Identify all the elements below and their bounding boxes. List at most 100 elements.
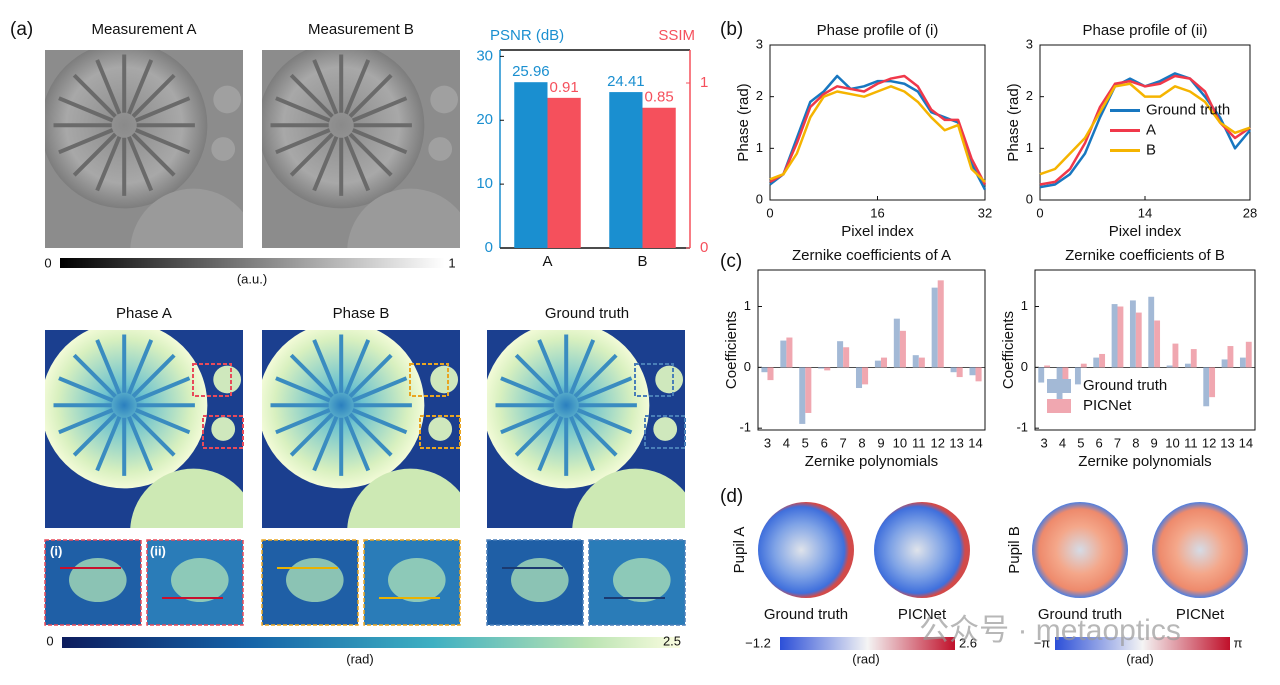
bar <box>950 367 957 373</box>
blob <box>428 137 453 161</box>
bar <box>786 337 793 368</box>
colorbar <box>780 637 955 650</box>
blob <box>211 417 236 441</box>
bar <box>969 367 976 376</box>
plot-frame <box>757 269 986 431</box>
panel-label: (c) <box>720 251 742 272</box>
x-tick-label: 4 <box>783 435 790 450</box>
image-content <box>45 50 243 248</box>
x-tick-label: 7 <box>1114 435 1121 450</box>
rosette-spoke <box>312 339 339 395</box>
x-tick-label: A <box>542 253 552 270</box>
bar <box>1239 357 1246 368</box>
pupil-label: Pupil B <box>1006 526 1023 574</box>
bar <box>1184 363 1191 368</box>
x-axis-label: Zernike polynomials <box>805 453 938 470</box>
rosette-spoke <box>134 96 191 123</box>
colorbar <box>60 258 445 268</box>
rosette-spoke <box>275 128 331 155</box>
y2-axis-title: SSIM <box>658 27 695 44</box>
panel-label: (b) <box>720 19 743 40</box>
rosette-spoke <box>569 339 596 395</box>
colorbar-min: 0 <box>46 633 53 648</box>
x-tick-label: 7 <box>840 435 847 450</box>
pupil-map <box>1152 502 1248 598</box>
rosette-spoke <box>348 132 393 177</box>
x-tick-label: B <box>637 253 647 270</box>
rosette-spoke <box>131 353 176 398</box>
colorbar <box>1055 637 1230 650</box>
colorbar-min: −1.2 <box>745 635 771 650</box>
y2-tick-label: 1 <box>700 74 708 91</box>
rosette-spoke <box>576 408 633 435</box>
rosette-spoke <box>275 408 331 435</box>
bar <box>824 367 831 371</box>
rosette-spoke <box>72 412 117 457</box>
rosette-spoke <box>500 408 556 435</box>
y-axis-label: Coefficients <box>1000 311 1017 389</box>
chart-title: Phase profile of (ii) <box>1082 22 1207 39</box>
x-tick-label: 12 <box>930 435 944 450</box>
rosette-spoke <box>134 408 191 435</box>
rosette-spoke <box>289 132 334 177</box>
x-tick-label: 5 <box>1077 435 1084 450</box>
rosette-spoke <box>58 376 114 403</box>
rosette-spoke <box>58 408 114 435</box>
bar <box>843 347 850 368</box>
colorbar-min: 0 <box>44 255 51 270</box>
plot-frame <box>1034 269 1256 431</box>
blob <box>655 365 684 394</box>
rosette-spoke <box>312 415 339 472</box>
x-tick-label: 11 <box>1184 435 1198 450</box>
legend-label: Ground truth <box>1146 101 1230 118</box>
blob <box>213 85 242 114</box>
rosette-spoke <box>72 353 117 398</box>
bar <box>761 367 768 373</box>
blob <box>430 365 459 394</box>
lobe <box>572 468 685 528</box>
rosette-spoke <box>95 135 122 192</box>
x-tick-label: 10 <box>1165 435 1179 450</box>
rosette-spoke <box>127 339 154 395</box>
rosette-spoke <box>95 415 122 472</box>
roi-box <box>409 363 449 397</box>
inset-blob <box>613 558 671 602</box>
rosette-spoke <box>344 59 371 115</box>
x-tick-label: 16 <box>870 205 884 220</box>
colorbar-unit: (a.u.) <box>237 271 267 286</box>
data-line <box>769 74 987 191</box>
x-tick-label: 9 <box>877 435 884 450</box>
rosette-spoke <box>351 408 408 435</box>
data-label: 0.85 <box>645 89 674 106</box>
pupil-title: Ground truth <box>764 606 848 623</box>
data-line <box>1039 82 1251 176</box>
bar <box>918 357 925 368</box>
x-axis-label: Pixel index <box>1109 223 1182 240</box>
bar <box>799 367 806 424</box>
colorbar-unit: (rad) <box>346 651 373 666</box>
rosette-spoke <box>134 376 191 403</box>
rosette-spoke <box>514 353 559 398</box>
bar <box>1038 367 1045 383</box>
image-title: Measurement B <box>308 21 414 38</box>
y-axis-label: Phase (rad) <box>1005 83 1022 161</box>
inset-blob <box>388 558 446 602</box>
x-tick-label: 3 <box>764 435 771 450</box>
rosette-spoke <box>500 376 556 403</box>
bar <box>855 367 863 389</box>
bar <box>1111 304 1118 368</box>
bar <box>937 280 944 368</box>
x-tick-label: 0 <box>766 205 773 220</box>
x-axis-label: Pixel index <box>841 223 914 240</box>
x-tick-label: 13 <box>1220 435 1234 450</box>
bar <box>1099 353 1106 368</box>
x-tick-label: 4 <box>1059 435 1066 450</box>
data-line <box>1039 74 1251 186</box>
rosette-spoke <box>351 96 408 123</box>
y-axis-label: Phase (rad) <box>735 83 752 161</box>
lobe <box>347 188 460 248</box>
image-title: Phase B <box>333 305 390 322</box>
bar <box>1044 365 1051 368</box>
bar <box>899 330 906 368</box>
